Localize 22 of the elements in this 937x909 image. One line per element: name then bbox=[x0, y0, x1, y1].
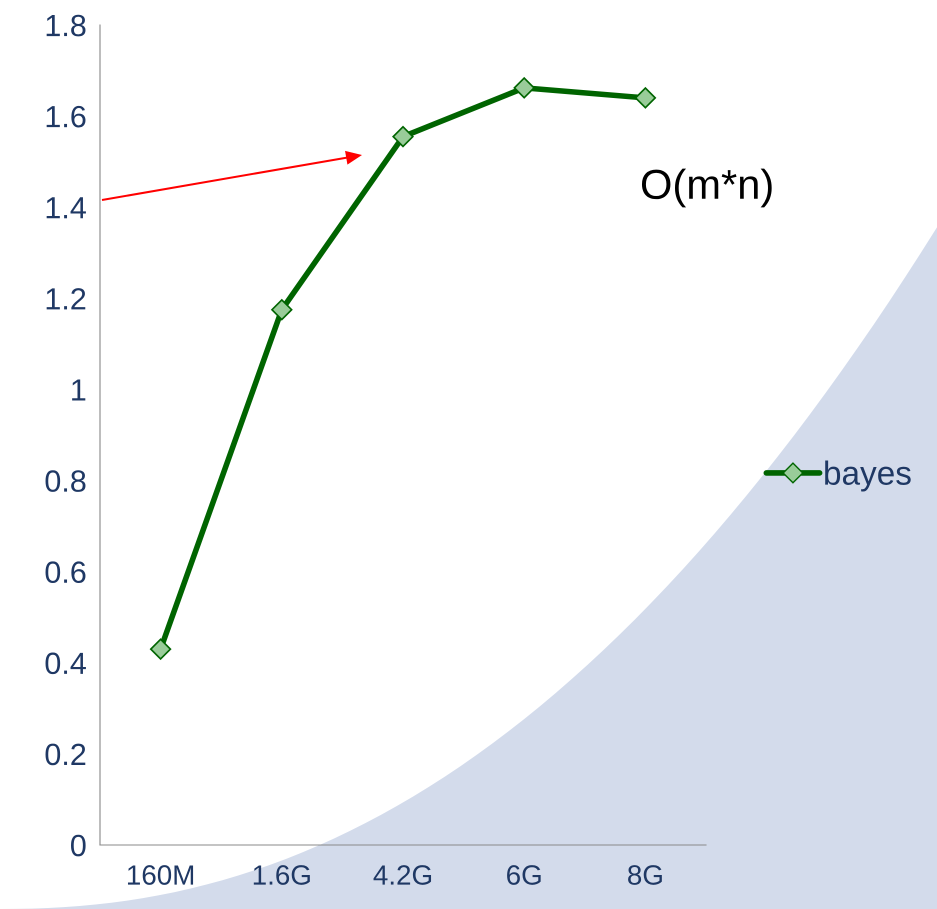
point bbox=[634, 87, 656, 109]
y-tick-label: 0.6 bbox=[46, 561, 86, 584]
point bbox=[392, 126, 414, 148]
y-tick-label: 0.4 bbox=[46, 652, 86, 674]
x-tick-label: 8G bbox=[628, 865, 662, 885]
x-tick-label: 6G bbox=[507, 865, 541, 885]
y-tick-label: 0.8 bbox=[46, 470, 86, 492]
y-tick-label: 1 bbox=[72, 379, 86, 401]
point bbox=[150, 638, 172, 660]
legend-label: bayes bbox=[825, 460, 911, 492]
y-tick-label: 1.2 bbox=[46, 288, 86, 310]
annotation: O(m*n) bbox=[642, 168, 772, 208]
x-tick-label: 1.6G bbox=[254, 865, 310, 885]
y-tick-label: 1.4 bbox=[46, 197, 86, 218]
y-tick-label: 0.2 bbox=[46, 744, 86, 766]
x-tick-label: 4.2G bbox=[374, 865, 432, 885]
x-tick-label: 160M bbox=[128, 865, 194, 885]
y-tick-label: 1.6 bbox=[46, 106, 86, 128]
point bbox=[514, 77, 535, 99]
y-tick-label: 0 bbox=[71, 834, 86, 856]
y-tick-label: 1.8 bbox=[46, 14, 86, 36]
point bbox=[271, 299, 292, 320]
